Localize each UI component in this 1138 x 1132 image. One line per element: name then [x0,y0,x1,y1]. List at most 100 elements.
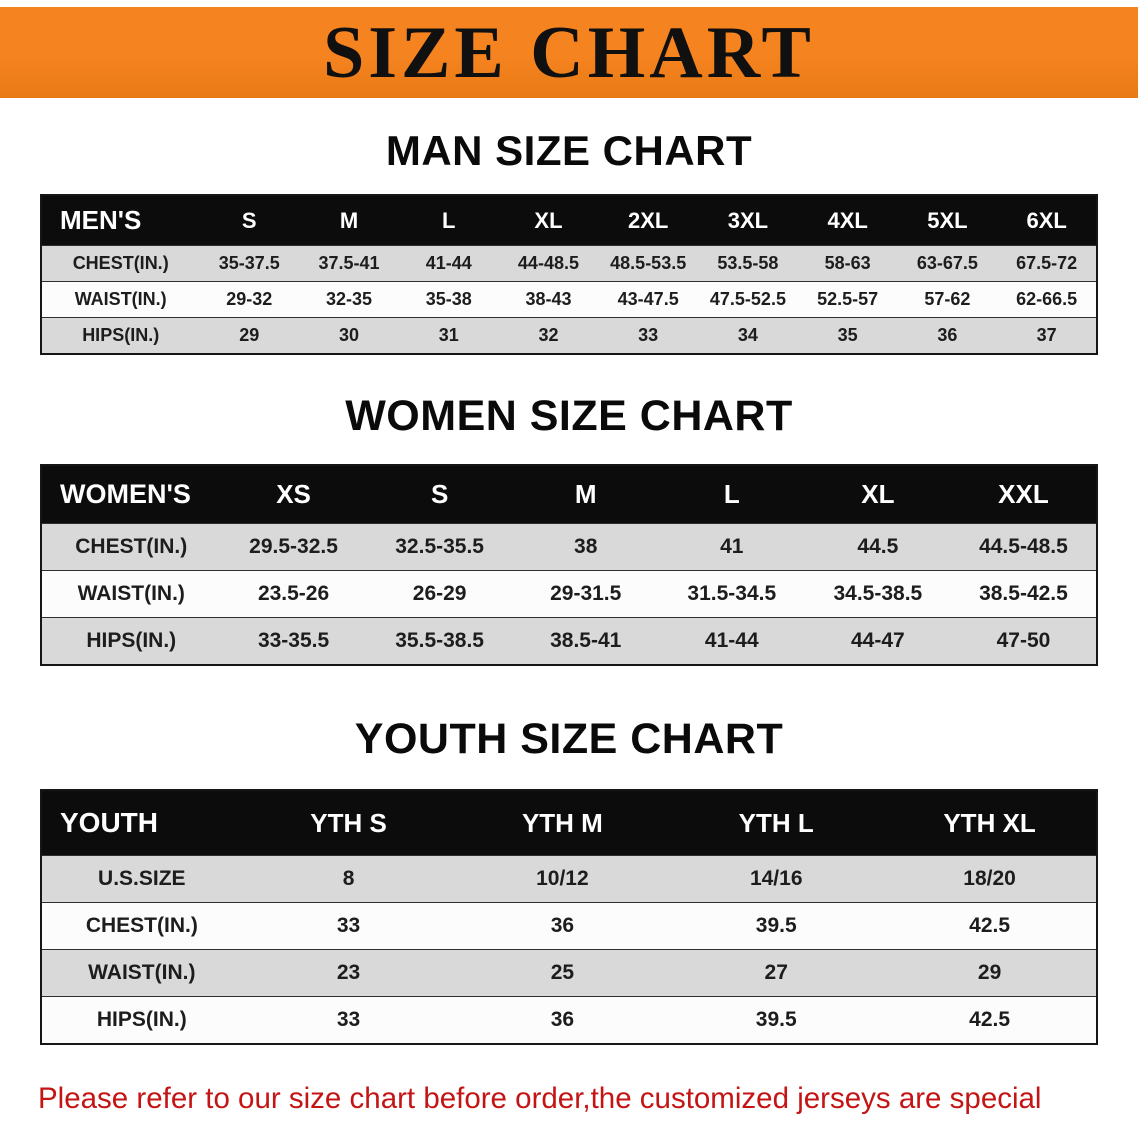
measure-value-cell: 34 [698,317,798,354]
measure-value-cell: 57-62 [897,281,998,318]
table-row: WAIST(IN.) 23.5-26 26-29 29-31.5 31.5-34.5 34… [41,570,1097,618]
measure-value-cell: 18/20 [883,855,1097,903]
measure-value-cell: 38.5-42.5 [950,570,1097,618]
measure-value-cell: 23.5-26 [220,570,367,618]
measure-value-cell: 62-66.5 [997,281,1097,318]
measure-value-cell: 42.5 [883,902,1097,950]
measure-value-cell: 31.5-34.5 [658,570,805,618]
measure-value-cell: 35.5-38.5 [366,617,513,665]
measure-label-cell: CHEST(IN.) [41,245,200,282]
measure-value-cell: 33 [598,317,699,354]
size-header-cell: YTH S [310,807,387,838]
measure-value-cell: 67.5-72 [997,245,1097,282]
measure-value-cell: 43-47.5 [598,281,699,318]
table-row: WAIST(IN.) 23 25 27 29 [41,949,1097,997]
table-title-cell: YOUTH [60,807,158,838]
size-header-cell: 2XL [628,207,669,233]
measure-value-cell: 38 [512,523,659,571]
measure-value-cell: 52.5-57 [797,281,898,318]
measure-value-cell: 48.5-53.5 [598,245,699,282]
men-size-table: MEN'S S M L XL 2XL 3XL 4XL 5XL 6XL CHEST(IN.) 35-37… [40,194,1098,355]
measure-value-cell: 39.5 [669,902,884,950]
men-size-section: MAN SIZE CHART MEN'S S M L XL 2XL 3XL 4XL 5XL 6XL… [0,130,1138,355]
measure-value-cell: 37.5-41 [299,245,399,282]
measure-value-cell: 29.5-32.5 [220,523,367,571]
size-header-cell: YTH M [521,807,603,838]
measure-value-cell: 23 [241,949,456,997]
women-size-section: WOMEN SIZE CHART WOMEN'S XS S M L XL XXL CHEST(… [0,395,1138,666]
size-header-cell: L [723,479,740,509]
measure-value-cell: 47-50 [950,617,1097,665]
size-header-cell: S [430,479,449,509]
title-banner: SIZE CHART [0,7,1138,98]
page-title: SIZE CHART [323,11,815,94]
measure-value-cell: 35-38 [398,281,499,318]
measure-value-cell: 41 [658,523,805,571]
youth-size-section: YOUTH SIZE CHART YOUTH YTH S YTH M YTH L YTH… [0,718,1138,1045]
measure-label-cell: HIPS(IN.) [41,317,200,354]
size-header-cell: XXL [998,479,1049,509]
measure-label-cell: WAIST(IN.) [41,281,200,318]
size-header-cell: 5XL [927,207,968,233]
table-row: HIPS(IN.) 33 36 39.5 42.5 [41,996,1097,1044]
table-header-row: YOUTH YTH S YTH M YTH L YTH XL [41,790,1097,856]
table-title-cell: MEN'S [60,205,142,235]
table-row: CHEST(IN.) 33 36 39.5 42.5 [41,902,1097,950]
measure-value-cell: 32.5-35.5 [366,523,513,571]
size-header-cell: YTH XL [943,807,1036,838]
size-header-cell: 4XL [827,207,868,233]
table-row: HIPS(IN.) 33-35.5 35.5-38.5 38.5-41 41-44 44-… [41,617,1097,665]
table-row: CHEST(IN.) 35-37.5 37.5-41 41-44 44-48.5 48.5… [41,245,1097,282]
measure-value-cell: 33-35.5 [220,617,367,665]
size-header-cell: 6XL [1026,207,1067,233]
measure-value-cell: 14/16 [669,855,884,903]
size-header-cell: 3XL [727,207,769,233]
size-header-cell: L [442,207,456,233]
measure-value-cell: 34.5-38.5 [804,570,951,618]
table-row: CHEST(IN.) 29.5-32.5 32.5-35.5 38 41 44.5 44.5… [41,523,1097,571]
disclaimer-text: Please refer to our size chart before or… [38,1075,1138,1132]
size-header-cell: S [241,207,257,233]
measure-label-cell: U.S.SIZE [41,855,242,903]
measure-value-cell: 32-35 [299,281,399,318]
measure-value-cell: 35 [797,317,898,354]
measure-value-cell: 29 [883,949,1097,997]
size-header-cell: M [339,207,359,233]
measure-value-cell: 36 [455,902,670,950]
measure-value-cell: 8 [241,855,456,903]
measure-value-cell: 36 [455,996,670,1044]
measure-value-cell: 33 [241,902,456,950]
measure-value-cell: 47.5-52.5 [698,281,798,318]
measure-value-cell: 53.5-58 [698,245,798,282]
size-header-cell: XL [534,207,563,233]
measure-value-cell: 63-67.5 [897,245,998,282]
size-header-cell: XS [276,479,311,509]
women-size-table: WOMEN'S XS S M L XL XXL CHEST(IN.) 29.5-32.5 32.5… [40,464,1098,666]
men-section-heading: MAN SIZE CHART [385,127,753,174]
measure-value-cell: 32 [498,317,599,354]
measure-label-cell: CHEST(IN.) [41,902,242,950]
measure-value-cell: 30 [299,317,399,354]
youth-size-table: YOUTH YTH S YTH M YTH L YTH XL U.S.SIZE 8 10/12… [40,789,1098,1045]
measure-value-cell: 29-32 [199,281,300,318]
measure-value-cell: 42.5 [883,996,1097,1044]
measure-value-cell: 31 [398,317,499,354]
measure-value-cell: 39.5 [669,996,884,1044]
table-row: U.S.SIZE 8 10/12 14/16 18/20 [41,855,1097,903]
disclaimer-line-1: Please refer to our size chart before or… [38,1082,1042,1132]
measure-label-cell: CHEST(IN.) [41,523,221,571]
measure-label-cell: HIPS(IN.) [41,617,221,665]
measure-label-cell: WAIST(IN.) [41,949,242,997]
measure-value-cell: 44.5-48.5 [950,523,1097,571]
measure-value-cell: 44-47 [804,617,951,665]
measure-value-cell: 27 [669,949,884,997]
table-row: HIPS(IN.) 29 30 31 32 33 34 35 36 37 [41,317,1097,354]
size-header-cell: M [574,479,597,509]
measure-value-cell: 44-48.5 [498,245,599,282]
measure-value-cell: 41-44 [398,245,499,282]
table-header-row: WOMEN'S XS S M L XL XXL [41,465,1097,524]
measure-value-cell: 37 [997,317,1097,354]
measure-value-cell: 25 [455,949,670,997]
table-title-cell: WOMEN'S [60,479,191,509]
measure-value-cell: 35-37.5 [199,245,300,282]
